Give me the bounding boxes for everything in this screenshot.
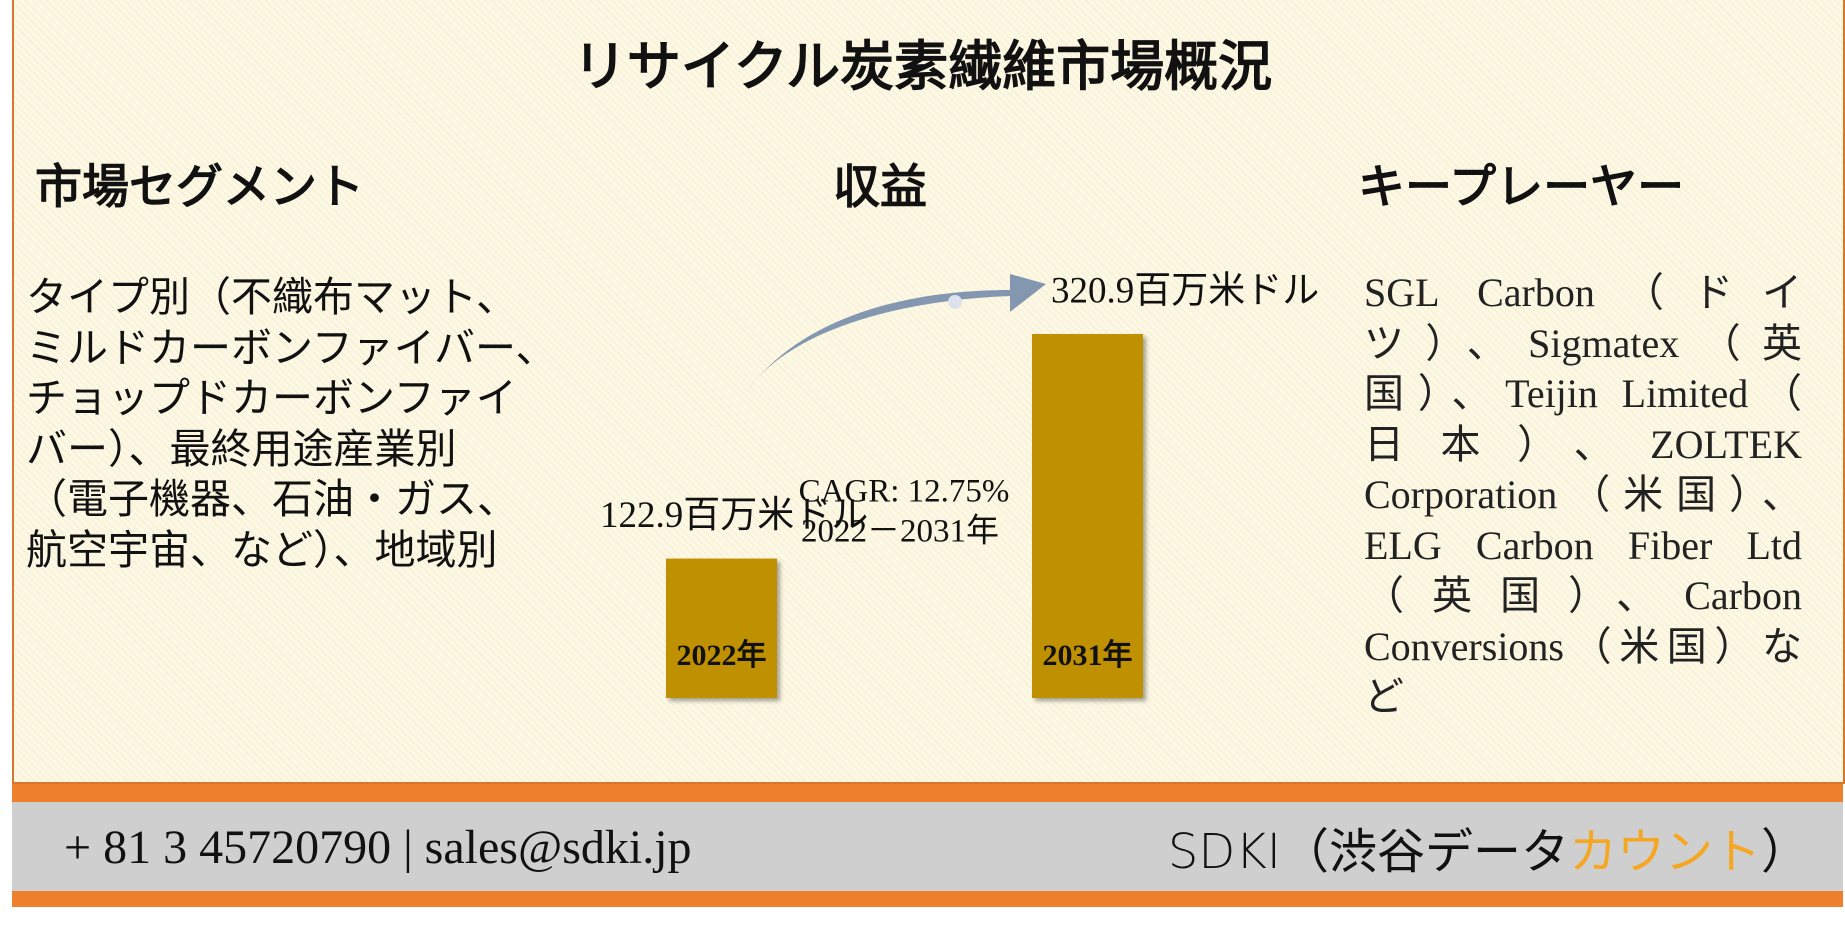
- brand-text: カウント: [1568, 824, 1761, 880]
- player-line: 日本）、ZOLTEK: [1364, 421, 1802, 467]
- player-line: （英国）、Carbon: [1364, 573, 1802, 618]
- player-line: 国）、Teijin Limited（: [1364, 371, 1802, 416]
- contact: + 81 3 45720790 | sales@sdki.jp: [64, 821, 692, 874]
- segment-line: （電子機器、石油・ガス、: [26, 476, 518, 522]
- segment-line: バー）、最終用途産業別: [26, 425, 457, 472]
- bar: [666, 558, 777, 698]
- revenue-heading: 収益: [833, 162, 927, 214]
- footer-band: [12, 891, 1843, 907]
- cagr-period: 2022－2031年: [801, 513, 999, 550]
- segments-heading: 市場セグメント: [35, 162, 364, 214]
- title: リサイクル炭素繊維市場概況: [572, 37, 1273, 97]
- bar: [1032, 334, 1143, 698]
- player-line: ツ）、Sigmatex（英: [1364, 320, 1802, 366]
- arrow-dot: [948, 295, 962, 309]
- player-line: ELG Carbon Fiber Ltd: [1364, 522, 1802, 568]
- player-line: Conversions（米国）な: [1364, 623, 1802, 669]
- segments-text: タイプ別（不織布マット、 ミルドカーボンファイバー、 チョップドカーボンファイ バー）…: [26, 272, 557, 575]
- player-line: ど: [1364, 674, 1404, 719]
- segment-line: ミルドカーボンファイバー、: [26, 324, 557, 371]
- players-heading: キープレーヤー: [1358, 162, 1685, 214]
- footer: [12, 802, 1843, 891]
- segment-line: チョップドカーボンファイ: [26, 375, 517, 421]
- brand-text: SDKI（渋谷データ: [1167, 824, 1569, 880]
- bar-category: 2022年: [677, 639, 767, 672]
- footer-band: [12, 784, 1843, 802]
- player-line: Corporation（米国）、: [1364, 472, 1802, 517]
- value-label: 320.9百万米ドル: [1051, 270, 1319, 311]
- bar-category: 2031年: [1043, 639, 1133, 672]
- brand-text: ）: [1760, 824, 1809, 880]
- player-line: SGL Carbon（ドイ: [1364, 270, 1802, 315]
- segment-line: 航空宇宙、など）、地域別: [26, 526, 498, 573]
- brand: SDKI（渋谷データカウント）: [1168, 812, 1809, 882]
- segment-line: タイプ別（不織布マット、: [26, 274, 518, 320]
- value-label: 122.9百万米ドル: [600, 495, 868, 536]
- panel: [12, 0, 1845, 784]
- players-text: SGL Carbon（ドイ ツ）、Sigmatex（英 国）、Teijin Limi…: [1364, 268, 1802, 723]
- growth-arrow: [748, 274, 1046, 390]
- cagr: CAGR: 12.75%: [799, 474, 1010, 510]
